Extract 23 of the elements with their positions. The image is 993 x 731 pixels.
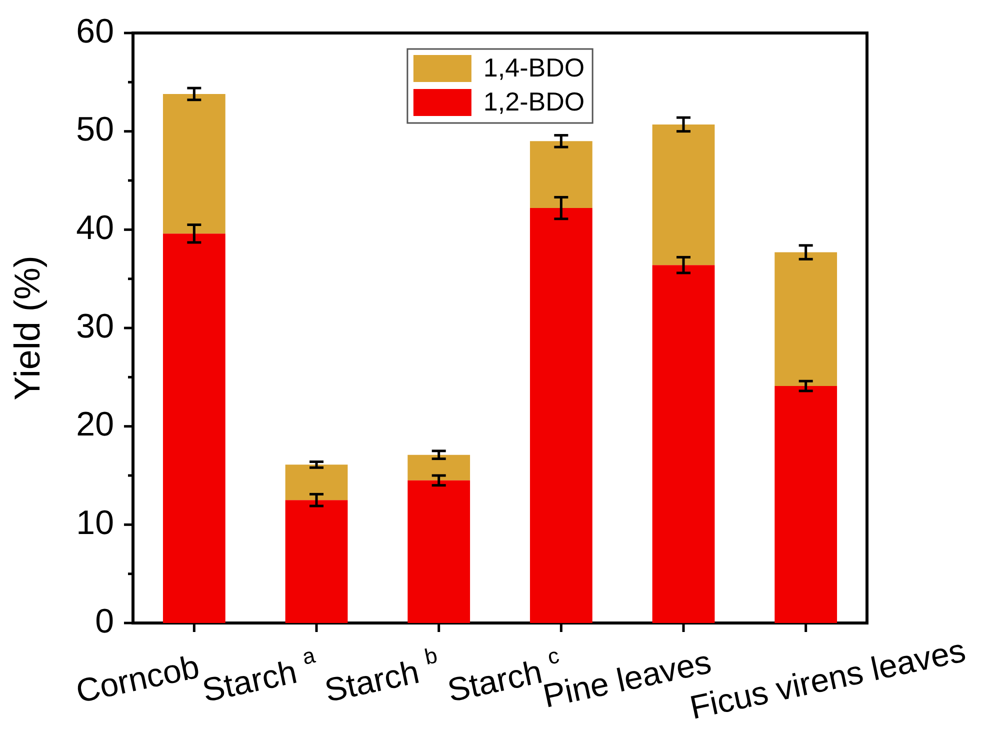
bar — [162, 234, 226, 623]
bar — [285, 500, 348, 623]
bar — [774, 252, 838, 386]
bar — [652, 124, 715, 266]
y-tick-label: 50 — [76, 110, 114, 149]
legend-label: 1,4-BDO — [483, 52, 585, 83]
x-tick-label: Starch b — [321, 642, 440, 709]
bar — [530, 141, 592, 208]
y-axis-title: Yield (%) — [6, 256, 48, 400]
bar — [408, 454, 470, 480]
y-tick-label: 0 — [95, 602, 114, 640]
y-tick-label: 10 — [76, 504, 114, 542]
bar — [285, 464, 348, 500]
bar — [162, 94, 226, 234]
legend-label: 1,2-BDO — [483, 86, 585, 117]
y-tick-label: 20 — [76, 406, 114, 444]
bar — [774, 386, 838, 623]
bar — [652, 265, 715, 623]
y-tick-label: 40 — [76, 209, 114, 248]
bar — [408, 480, 470, 623]
y-tick-label: 30 — [76, 307, 114, 346]
y-tick-label: 60 — [76, 12, 114, 50]
bar — [530, 208, 592, 623]
